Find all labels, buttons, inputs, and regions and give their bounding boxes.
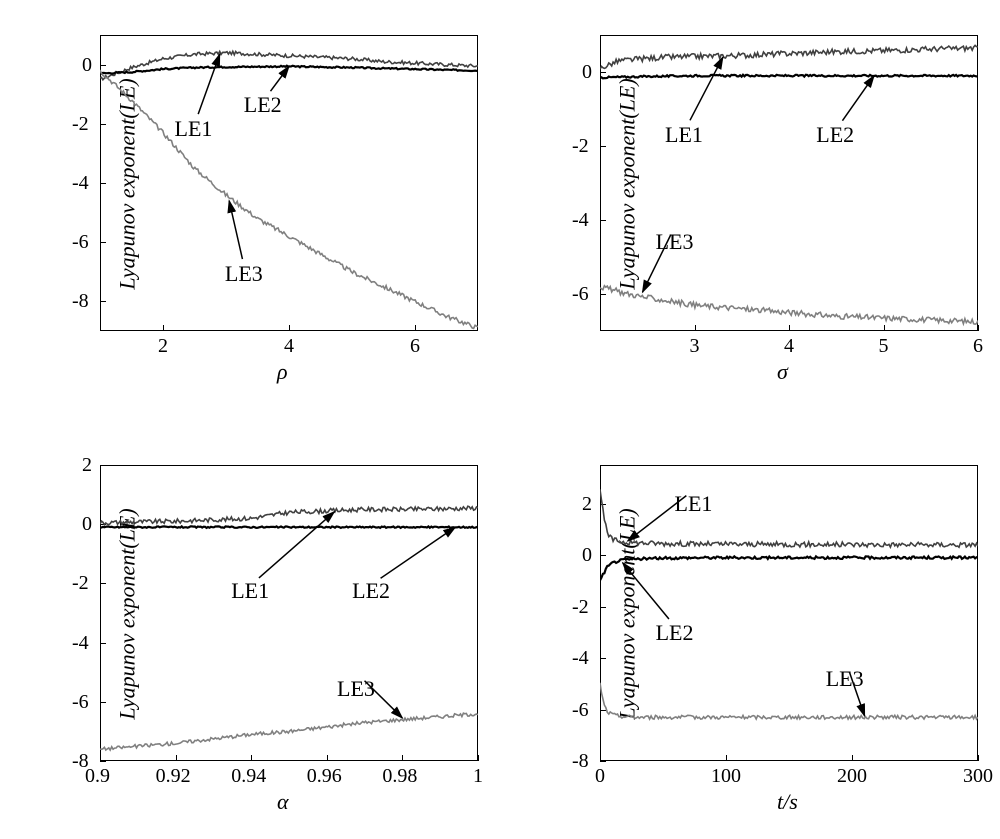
- ytick-label: -6: [72, 691, 89, 714]
- xtick-label: 100: [711, 765, 741, 788]
- xtick-mark: [327, 755, 328, 761]
- ylabel-time: Lyapunov exponent(LE): [615, 508, 641, 719]
- xtick-mark: [978, 325, 979, 331]
- ytick-label: -2: [572, 135, 589, 158]
- ytick-label: -6: [572, 699, 589, 722]
- plot-box-sigma: [600, 35, 978, 331]
- ytick-label: 0: [82, 513, 92, 536]
- xtick-label: 0.96: [307, 765, 342, 788]
- xtick-label: 4: [284, 335, 294, 358]
- ytick-label: -8: [72, 750, 89, 773]
- ytick-label: 2: [82, 454, 92, 477]
- ytick-label: -2: [572, 596, 589, 619]
- xtick-mark: [402, 755, 403, 761]
- plot-box-alpha: [100, 465, 478, 761]
- annotation-label: LE1: [231, 578, 269, 604]
- ytick-label: -6: [72, 231, 89, 254]
- xtick-label: 0.94: [231, 765, 266, 788]
- xtick-mark: [478, 755, 479, 761]
- xtick-mark: [852, 755, 853, 761]
- ytick-label: -8: [572, 750, 589, 773]
- annotation-label: LE1: [665, 122, 703, 148]
- ytick-mark: [600, 607, 606, 608]
- annotation-label: LE2: [656, 620, 694, 646]
- ytick-mark: [100, 65, 106, 66]
- ytick-label: 0: [82, 54, 92, 77]
- ytick-mark: [100, 301, 106, 302]
- xtick-label: 3: [690, 335, 700, 358]
- annotation-label: LE1: [675, 491, 713, 517]
- xlabel-time: t/s: [777, 789, 798, 815]
- xtick-mark: [176, 755, 177, 761]
- ytick-label: -2: [72, 113, 89, 136]
- ytick-label: -6: [572, 283, 589, 306]
- ytick-mark: [100, 183, 106, 184]
- xtick-mark: [415, 325, 416, 331]
- ytick-mark: [100, 643, 106, 644]
- xtick-mark: [163, 325, 164, 331]
- ytick-mark: [600, 220, 606, 221]
- xtick-label: 4: [784, 335, 794, 358]
- annotation-label: LE2: [352, 578, 390, 604]
- xtick-label: 0.9: [85, 765, 110, 788]
- xtick-label: 6: [410, 335, 420, 358]
- annotation-label: LE3: [826, 666, 864, 692]
- ytick-mark: [100, 524, 106, 525]
- ytick-mark: [600, 146, 606, 147]
- xtick-mark: [978, 755, 979, 761]
- ytick-label: -4: [572, 209, 589, 232]
- ytick-mark: [600, 504, 606, 505]
- annotation-label: LE3: [656, 229, 694, 255]
- xlabel-alpha: α: [277, 789, 289, 815]
- plot-box-time: [600, 465, 978, 761]
- xtick-label: 0.98: [382, 765, 417, 788]
- ylabel-rho: Lyapunov exponent(LE): [115, 78, 141, 289]
- annotation-label: LE3: [225, 261, 263, 287]
- ylabel-sigma: Lyapunov exponent(LE): [615, 78, 641, 289]
- ytick-mark: [600, 294, 606, 295]
- xtick-label: 1: [473, 765, 483, 788]
- xtick-mark: [789, 325, 790, 331]
- ytick-mark: [600, 658, 606, 659]
- ytick-label: -2: [72, 572, 89, 595]
- xtick-label: 300: [963, 765, 993, 788]
- xtick-mark: [289, 325, 290, 331]
- ytick-label: -4: [572, 647, 589, 670]
- ytick-mark: [600, 555, 606, 556]
- xtick-label: 200: [837, 765, 867, 788]
- xtick-mark: [251, 755, 252, 761]
- ytick-mark: [100, 761, 106, 762]
- ytick-mark: [600, 761, 606, 762]
- ytick-label: -4: [72, 632, 89, 655]
- annotation-label: LE3: [337, 676, 375, 702]
- ytick-label: -8: [72, 290, 89, 313]
- ytick-label: 0: [582, 61, 592, 84]
- ytick-mark: [100, 124, 106, 125]
- xtick-label: 0.92: [156, 765, 191, 788]
- annotation-label: LE2: [816, 122, 854, 148]
- xlabel-rho: ρ: [277, 359, 288, 385]
- xtick-label: 5: [879, 335, 889, 358]
- ytick-mark: [100, 702, 106, 703]
- xlabel-sigma: σ: [777, 359, 788, 385]
- xtick-mark: [695, 325, 696, 331]
- annotation-label: LE2: [244, 92, 282, 118]
- xtick-label: 0: [595, 765, 605, 788]
- ytick-mark: [100, 242, 106, 243]
- ytick-label: 0: [582, 544, 592, 567]
- ytick-label: 2: [582, 493, 592, 516]
- annotation-label: LE1: [175, 116, 213, 142]
- ytick-mark: [600, 710, 606, 711]
- xtick-mark: [884, 325, 885, 331]
- ylabel-alpha: Lyapunov exponent(LE): [115, 508, 141, 719]
- plot-box-rho: [100, 35, 478, 331]
- ytick-mark: [600, 72, 606, 73]
- xtick-label: 6: [973, 335, 983, 358]
- xtick-mark: [726, 755, 727, 761]
- ytick-label: -4: [72, 172, 89, 195]
- xtick-label: 2: [158, 335, 168, 358]
- ytick-mark: [100, 583, 106, 584]
- ytick-mark: [100, 465, 106, 466]
